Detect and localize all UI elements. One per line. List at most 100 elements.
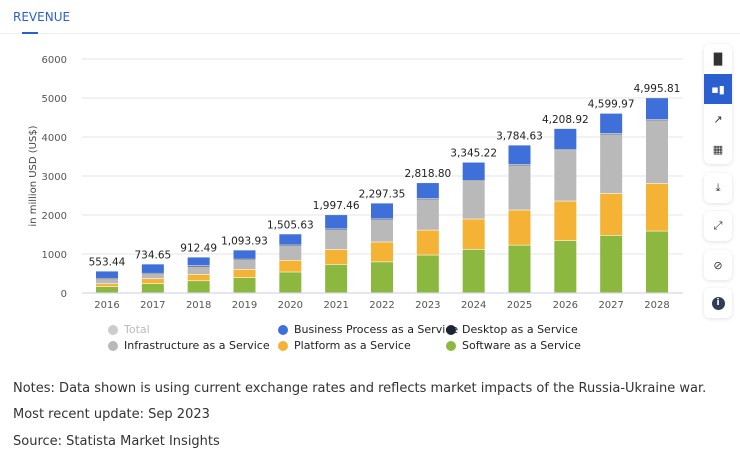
legend-marker: [446, 324, 456, 335]
bar-segment: [646, 120, 668, 184]
source-text: Source: Statista Market Insights: [13, 434, 220, 449]
bar-chart-icon[interactable]: ▐▌: [709, 52, 727, 66]
legend-label: Software as a Service: [462, 339, 581, 352]
x-tick-label: 2021: [323, 300, 348, 310]
bar-segment: [416, 183, 439, 199]
total-data-label: 1,505.63: [267, 219, 314, 231]
x-tick-label: 2028: [644, 300, 669, 310]
bar-segment: [96, 271, 118, 279]
total-data-label: 3,345.22: [450, 148, 497, 160]
y-tick-label: 4000: [42, 133, 67, 144]
x-tick-label: 2016: [94, 300, 119, 310]
bar-segment: [325, 229, 348, 250]
bar-segment: [646, 231, 668, 293]
x-tick-label: 2025: [507, 300, 532, 310]
legend-marker: [446, 340, 456, 351]
bar-segment: [141, 273, 164, 279]
bar-segment: [279, 234, 302, 245]
x-tick-label: 2020: [278, 300, 303, 310]
y-tick-label: 1000: [42, 250, 67, 261]
hide-button[interactable]: ⊘: [704, 250, 732, 280]
bar-segment: [141, 278, 164, 284]
bar-segment: [279, 260, 302, 272]
stacked-bar-icon[interactable]: ▪▮: [704, 74, 732, 104]
bar-segment: [508, 145, 531, 165]
bar-segment: [462, 249, 485, 293]
legend-label: Platform as a Service: [294, 339, 411, 352]
bar-segment: [600, 193, 623, 236]
bar-segment: [96, 284, 118, 287]
x-tick-label: 2024: [461, 300, 486, 310]
y-tick-label: 5000: [42, 94, 67, 105]
bar-segment: [554, 201, 577, 241]
bar-segment: [325, 215, 348, 229]
bar-segment: [508, 245, 531, 293]
bar-segment: [462, 219, 485, 250]
hide-icon: ⊘: [713, 258, 723, 272]
x-tick-label: 2019: [232, 300, 257, 310]
expand-button[interactable]: ⤢: [704, 211, 732, 241]
tab-bar: REVENUE: [0, 0, 740, 34]
download-button[interactable]: ⤓: [704, 173, 732, 203]
bar-segment: [462, 181, 485, 219]
bar-segment: [508, 165, 531, 210]
bar-segment: [96, 278, 118, 284]
bar-segment: [187, 266, 210, 275]
legend-item[interactable]: Infrastructure as a Service: [108, 339, 270, 352]
legend-label: Total: [124, 323, 150, 336]
total-data-label: 1,093.93: [221, 235, 268, 247]
total-data-label: 4,995.81: [634, 83, 681, 95]
stacked-bar-chart: 0 1000 2000 3000 4000 5000 6000 in million USD …: [28, 55, 683, 310]
x-tick-label: 2023: [415, 300, 440, 310]
legend-label: Business Process as a Service: [294, 323, 459, 336]
y-axis-label: in million USD (US$): [28, 125, 39, 226]
bar-segment: [233, 269, 256, 278]
bar-segment: [416, 230, 439, 255]
legend-marker: [108, 340, 118, 351]
legend-item[interactable]: Software as a Service: [446, 339, 581, 352]
legend-marker: [108, 324, 118, 335]
bar-segment: [233, 277, 256, 293]
bar-segment: [462, 162, 485, 181]
legend-item[interactable]: Desktop as a Service: [446, 323, 578, 336]
legend-label: Infrastructure as a Service: [124, 339, 270, 352]
bar-segment: [371, 219, 393, 242]
bar-segment: [233, 250, 256, 259]
info-icon: i: [704, 288, 732, 318]
bar-segment: [187, 257, 210, 266]
bar-segment: [371, 203, 393, 219]
total-data-label: 4,599.97: [588, 99, 635, 111]
download-icon: ⤓: [715, 181, 721, 194]
chart-type-toolbar: ▐▌ ▪▮ ↗ ▦: [704, 44, 732, 164]
y-tick-label: 3000: [42, 172, 67, 183]
bar-segment: [371, 242, 393, 262]
x-tick-label: 2018: [186, 300, 211, 310]
tab-revenue[interactable]: REVENUE: [13, 10, 71, 24]
legend-label: Desktop as a Service: [462, 323, 578, 336]
bar-segment: [233, 259, 256, 269]
total-data-label: 734.65: [134, 249, 171, 261]
x-tick-label: 2022: [369, 300, 394, 310]
x-tick-label: 2017: [140, 300, 165, 310]
bar-segment: [646, 183, 668, 231]
legend-item[interactable]: Total: [108, 323, 150, 336]
bar-segment: [508, 210, 531, 245]
legend-item[interactable]: Platform as a Service: [278, 339, 411, 352]
bar-segment: [646, 98, 668, 120]
trend-line-icon[interactable]: ↗: [713, 112, 723, 126]
bar-segment: [600, 113, 623, 134]
bar-segment: [416, 199, 439, 230]
tab-active-indicator: [22, 32, 38, 34]
table-icon[interactable]: ▦: [712, 142, 724, 156]
legend-item[interactable]: Business Process as a Service: [278, 323, 458, 336]
info-button[interactable]: i: [704, 288, 732, 318]
legend-marker: [278, 340, 288, 351]
bar-segment: [371, 262, 393, 293]
bar-segment: [600, 235, 623, 293]
bar-segment: [187, 281, 210, 293]
bar-segment: [554, 150, 577, 201]
bar-segment: [96, 286, 118, 293]
total-data-label: 912.49: [180, 242, 217, 254]
total-data-label: 1,997.46: [313, 200, 360, 212]
total-data-label: 3,784.63: [496, 130, 543, 142]
